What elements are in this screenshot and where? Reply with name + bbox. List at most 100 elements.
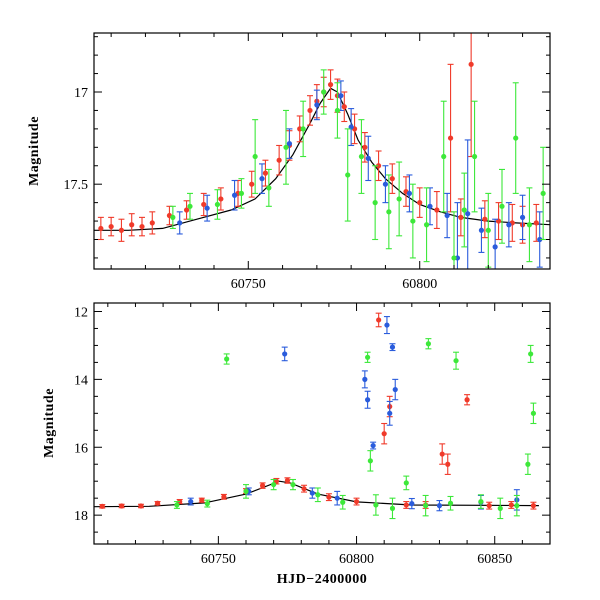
top-series1-point [382,181,389,187]
bottom-series0-point [486,503,492,509]
bottom-x-tick-label: 60750 [201,552,236,567]
top-series2-point [187,203,193,209]
top-series2-point [372,200,378,206]
bottom-y-tick-label: 14 [74,373,88,388]
bottom-series2-point [204,501,210,507]
top-series0-point [139,223,145,230]
top-series0-point [276,157,282,163]
top-series2-point [252,153,258,160]
bottom-axis-ticks: 60750 60800 60850 12 14 16 18 [74,303,551,567]
top-series0-point [533,220,539,226]
bottom-plot-frame [93,302,551,545]
top-series2-point [266,185,272,191]
top-series2-point [238,190,245,197]
bottom-series2-point [389,505,396,511]
bottom-x-axis-label: HJD−2400000 [277,572,367,587]
bottom-series1-point [370,442,376,449]
top-series2-point [358,153,365,160]
bottom-series2-point [290,481,296,488]
top-series0-point [262,170,269,176]
bottom-series2-point [373,502,379,508]
top-series2-point [451,255,457,261]
top-series1-point [231,192,238,198]
top-series1-point [338,93,344,99]
bottom-series1-point [436,503,443,509]
top-series1-point [314,102,320,108]
bottom-series0-point [259,483,266,489]
top-series2-point [526,222,533,228]
bottom-series2-point [425,341,431,347]
top-series2-point [283,144,289,150]
top-series0-point [458,214,464,220]
bottom-series2-point [174,502,180,508]
top-series2-point [441,153,447,160]
bottom-series2-point [453,358,459,364]
bottom-y-tick-label: 18 [74,509,88,524]
top-series1-point [444,212,450,219]
bottom-series0-point [530,503,537,509]
bottom-x-tick-label: 60850 [477,552,512,567]
top-series1-point [177,220,183,226]
bottom-series2-point [367,458,373,464]
top-series0-point [362,144,368,150]
top-series0-point [183,207,190,213]
top-series0-point [129,222,135,228]
bottom-series1-point [188,498,194,505]
bottom-series0-point [99,503,105,509]
bottom-series0-point [119,503,125,509]
bottom-series0-point [381,431,387,437]
bottom-series1-point [365,397,371,403]
bottom-series2-point [530,410,537,416]
top-series1-point [259,176,265,182]
top-series0-point [417,200,423,206]
top-series2-point [410,218,416,224]
top-x-tick-label: 60750 [231,277,266,292]
bottom-x-tick-label: 60800 [339,552,374,567]
top-axis-ticks: 60750 60800 17 17.5 [64,33,550,292]
top-series1-point [519,214,526,220]
bottom-series0-point [376,317,382,323]
bottom-series2-point [528,351,534,357]
top-series2-point [513,135,519,141]
top-series2-point [321,89,327,95]
bottom-series2-point [315,492,321,498]
top-series0-point [468,61,474,67]
top-x-tick-label: 60800 [402,277,437,292]
bottom-series1-point [282,351,288,357]
bottom-series2-point [514,503,520,509]
bottom-series2-point [525,461,531,467]
bottom-series1-point [387,410,393,416]
bottom-series0-point [445,461,451,467]
bottom-series1-point [409,501,415,507]
bottom-series1-point [309,490,315,496]
bottom-series0-point [284,477,291,484]
bottom-series1-point [384,322,390,328]
bottom-series2-point [423,503,429,509]
top-series2-point [540,190,546,197]
top-series2-point [461,207,467,213]
bottom-series2-point [365,354,371,360]
top-series1-point [204,205,210,211]
top-series0-point [375,163,382,169]
top-series0-point [108,223,114,230]
top-series1-point [365,155,371,161]
bottom-series0-point [138,503,144,509]
top-series0-point [118,227,125,233]
top-series0-point [307,107,313,114]
bottom-panel: 60750 60800 60850 12 14 16 18 Magnitude HJD−24… [42,302,551,587]
top-y-tick-label: 17.5 [64,178,89,193]
top-series0-point [341,104,347,110]
bottom-series0-point [221,494,227,500]
bottom-series1-point [362,376,368,382]
top-series1-point [406,190,413,197]
bottom-y-tick-label: 12 [74,305,88,320]
bottom-series0-point [154,500,161,506]
bottom-series1-point [334,495,340,501]
bottom-series2-point [447,500,454,506]
bottom-series0-point [508,502,514,508]
bottom-data-points [99,312,537,520]
bottom-series2-point [224,356,230,362]
bottom-y-tick-label: 16 [74,441,88,456]
bottom-y-axis-label: Magnitude [42,388,57,458]
top-y-tick-label: 17 [74,86,88,101]
